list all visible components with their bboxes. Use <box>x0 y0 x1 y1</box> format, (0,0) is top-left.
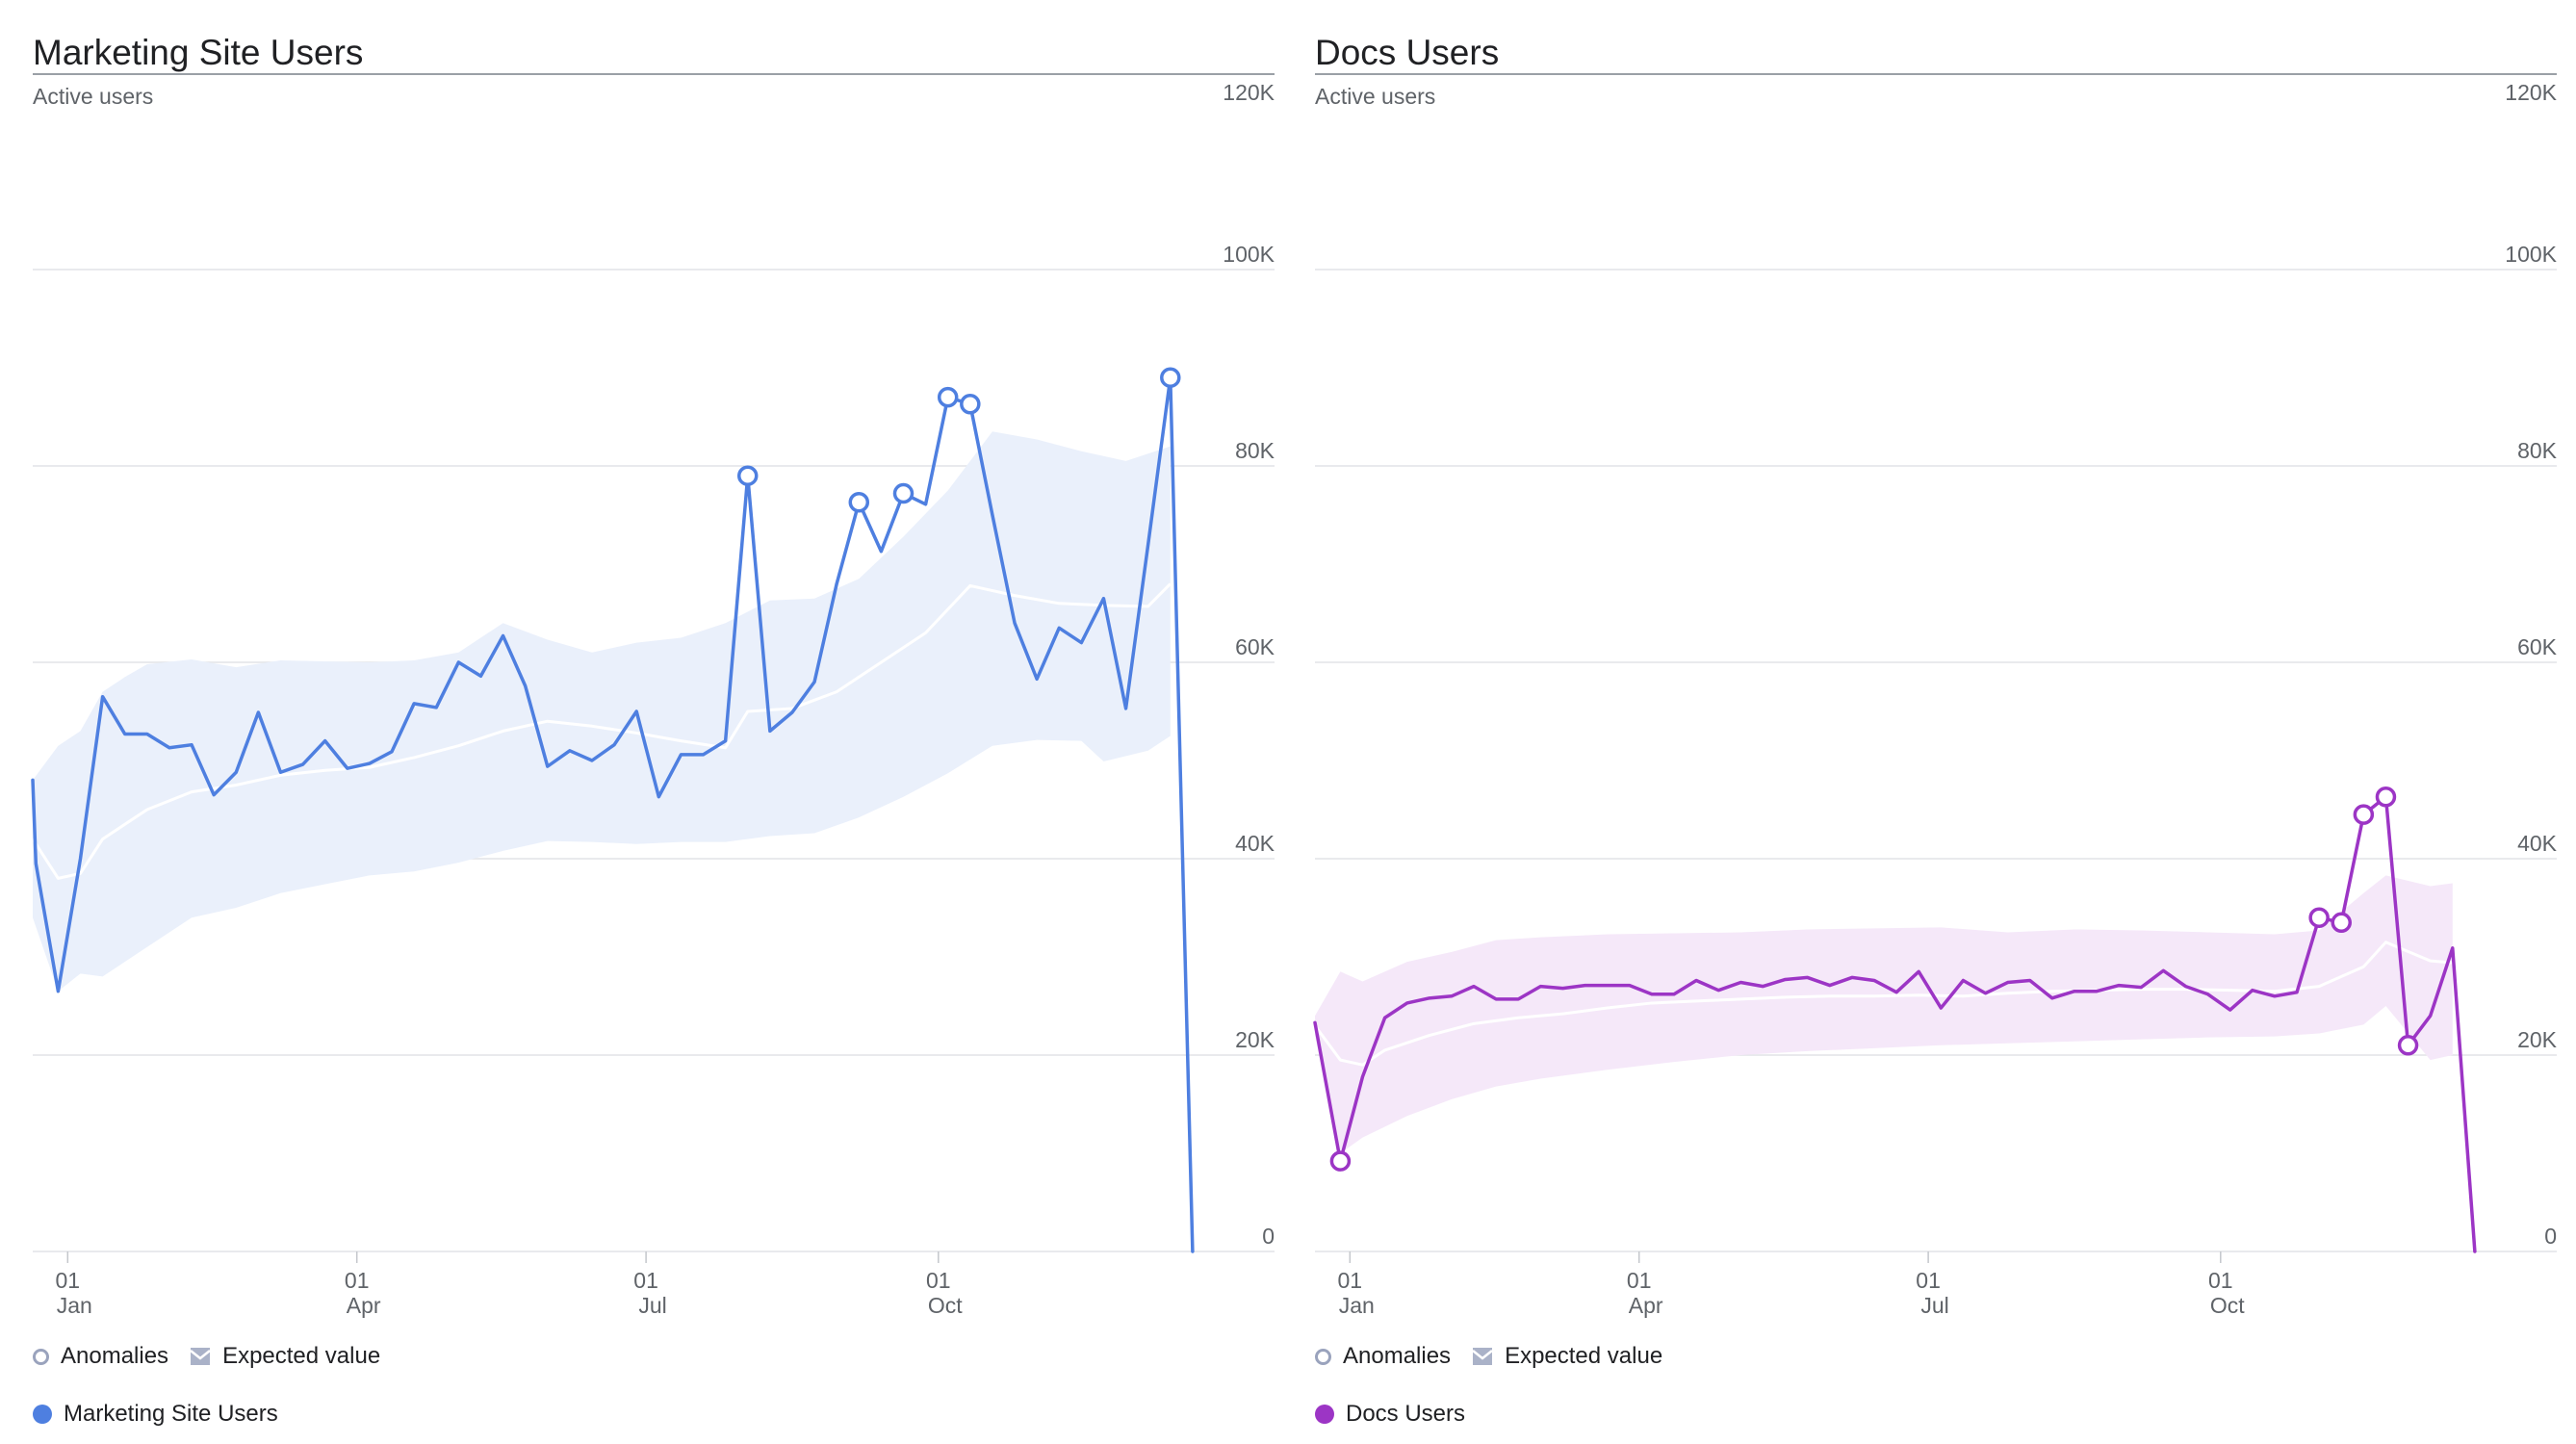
expected-band-icon <box>190 1348 211 1365</box>
title-divider <box>1315 73 2557 75</box>
chart-title: Docs Users <box>1315 33 1500 72</box>
legend-series: Marketing Site Users <box>33 1399 299 1430</box>
chart-subtitle: Active users <box>1315 84 1436 109</box>
legend-series-marketing-site-users[interactable]: Marketing Site Users <box>33 1401 278 1428</box>
title-divider <box>33 73 1275 75</box>
legend-expected[interactable]: Expected value <box>1472 1343 1662 1370</box>
x-tick-day-label: 01 <box>56 1268 81 1293</box>
legend-anomalies[interactable]: Anomalies <box>33 1343 168 1370</box>
series-line[interactable] <box>31 375 1195 1253</box>
legend-expected-label: Expected value <box>222 1343 381 1369</box>
series-line[interactable] <box>1313 794 2477 1253</box>
x-tick-day-label: 01 <box>2208 1268 2233 1293</box>
y-tick-label: 40K <box>1235 831 1275 856</box>
y-tick-label: 80K <box>1235 438 1275 463</box>
x-tick-day-label: 01 <box>1916 1268 1941 1293</box>
series-dot-icon <box>1315 1405 1334 1424</box>
legend-keys: Anomalies Expected value <box>33 1341 401 1372</box>
anomaly-marker[interactable] <box>1160 367 1181 388</box>
y-tick-label: 20K <box>1235 1027 1275 1052</box>
docs-users-chart: 020K40K60K80K100K120K01Jan01Apr01Jul01Oc… <box>1313 80 2558 1318</box>
y-tick-label: 40K <box>2517 831 2558 856</box>
anomaly-marker[interactable] <box>937 386 959 408</box>
chart-title: Marketing Site Users <box>33 33 364 72</box>
x-tick-month-label: Oct <box>928 1293 963 1318</box>
anomaly-marker[interactable] <box>2397 1035 2419 1056</box>
anomaly-marker[interactable] <box>2353 804 2375 825</box>
chart-subtitle: Active users <box>33 84 154 109</box>
x-tick-day-label: 01 <box>1338 1268 1363 1293</box>
y-tick-label: 20K <box>2517 1027 2558 1052</box>
x-tick-month-label: Oct <box>2210 1293 2245 1318</box>
anomaly-marker[interactable] <box>848 491 870 513</box>
marketing-site-users-panel: Marketing Site Users Active users 0 20K 40… <box>31 0 1275 1444</box>
expected-range-band <box>1315 875 2453 1153</box>
x-tick-month-label: Jul <box>638 1293 666 1318</box>
anomaly-marker[interactable] <box>2375 786 2397 808</box>
y-tick-label: 100K <box>1223 242 1275 267</box>
y-tick-label: 0 <box>1262 1224 1275 1249</box>
x-tick-month-label: Jan <box>1339 1293 1375 1318</box>
x-tick-month-label: Apr <box>1629 1293 1663 1318</box>
y-tick-label: 60K <box>1235 634 1275 659</box>
x-tick-day-label: 01 <box>633 1268 658 1293</box>
legend-expected-label: Expected value <box>1505 1343 1663 1369</box>
x-tick-day-label: 01 <box>1627 1268 1652 1293</box>
x-tick-day-label: 01 <box>926 1268 951 1293</box>
expected-value-line <box>1313 941 2453 1067</box>
anomaly-marker[interactable] <box>1329 1150 1352 1172</box>
anomaly-marker[interactable] <box>2331 912 2352 934</box>
anomaly-marker[interactable] <box>736 465 759 486</box>
y-tick-label: 100K <box>2505 242 2557 267</box>
anomaly-ring-icon <box>33 1348 49 1365</box>
y-tick-label: 80K <box>2517 438 2558 463</box>
anomaly-marker[interactable] <box>892 482 914 504</box>
x-tick-month-label: Jul <box>1920 1293 1948 1318</box>
y-tick-label: 120K <box>1223 80 1275 105</box>
y-tick-label: 60K <box>2517 634 2558 659</box>
legend-expected[interactable]: Expected value <box>190 1343 380 1370</box>
x-tick-month-label: Apr <box>347 1293 381 1318</box>
y-tick-label: 120K <box>2505 80 2557 105</box>
legend-series-docs-users[interactable]: Docs Users <box>1315 1401 1465 1428</box>
x-tick-day-label: 01 <box>345 1268 370 1293</box>
docs-users-panel: Docs Users Active users 0 20K 40K 60K 80K 100… <box>1313 0 2558 1444</box>
legend-series-label: Marketing Site Users <box>64 1401 278 1427</box>
legend-keys: Anomalies Expected value <box>1315 1341 1684 1372</box>
legend-series-label: Docs Users <box>1346 1401 1466 1427</box>
x-tick-month-label: Jan <box>57 1293 92 1318</box>
legend-series: Docs Users <box>1315 1399 1486 1430</box>
anomaly-marker[interactable] <box>2308 907 2330 928</box>
series-dot-icon <box>33 1405 52 1424</box>
expected-band-icon <box>1472 1348 1493 1365</box>
expected-value-line <box>31 582 1172 880</box>
legend-anomalies-label: Anomalies <box>61 1343 169 1369</box>
anomaly-marker[interactable] <box>960 393 981 415</box>
legend-anomalies-label: Anomalies <box>1343 1343 1452 1369</box>
legend-anomalies[interactable]: Anomalies <box>1315 1343 1451 1370</box>
marketing-site-users-chart: 020K40K60K80K100K120K01Jan01Apr01Jul01Oc… <box>31 80 1275 1318</box>
y-tick-label: 0 <box>2544 1224 2557 1249</box>
anomaly-ring-icon <box>1315 1348 1331 1365</box>
expected-range-band <box>33 431 1171 992</box>
